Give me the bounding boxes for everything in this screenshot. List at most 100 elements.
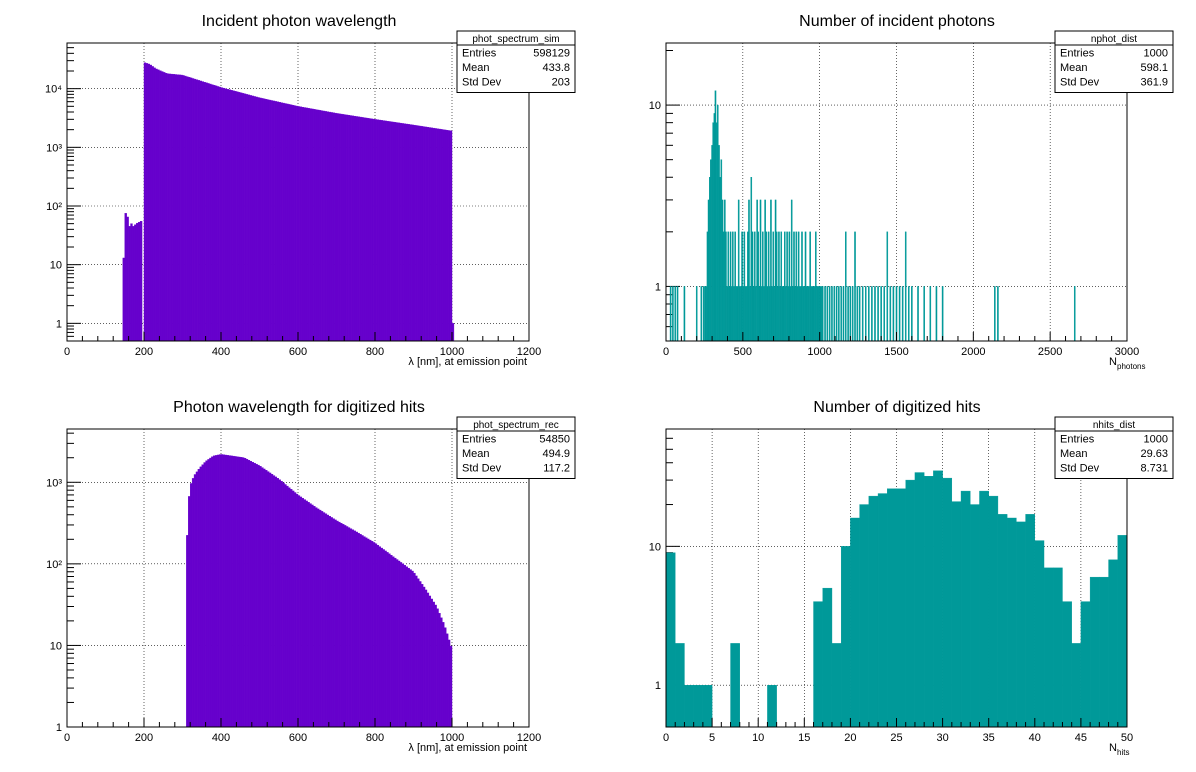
histogram-bar (357, 532, 360, 728)
stats-value: 433.8 (542, 62, 570, 74)
histogram-bar (824, 286, 826, 342)
histogram-bar (224, 454, 227, 728)
histogram-bar (849, 286, 852, 342)
histogram-bar (672, 286, 674, 342)
histogram-bar (702, 286, 705, 342)
histogram-bar (172, 74, 175, 342)
histogram-bar (130, 223, 133, 342)
histogram-bar (284, 103, 287, 342)
histogram-bar (766, 286, 769, 342)
histogram-bar (139, 221, 143, 342)
histogram-bar (440, 617, 443, 728)
histogram-bar (182, 75, 185, 342)
histogram-bar (421, 126, 424, 342)
stats-key: Mean (1060, 62, 1088, 74)
stats-value: 1000 (1144, 434, 1168, 446)
histogram-bar (757, 231, 759, 342)
histogram-bar (240, 457, 243, 728)
histogram-bar (988, 495, 999, 728)
histogram-bar (415, 575, 418, 728)
histogram-bar (700, 286, 703, 342)
histogram-bar (228, 89, 231, 342)
histogram-bar (347, 115, 351, 342)
histogram-bar (392, 556, 395, 728)
histogram-bar (305, 107, 308, 342)
histogram-bar (255, 96, 258, 342)
histogram-bar (864, 286, 867, 342)
x-tick-label: 40 (1029, 732, 1041, 744)
x-tick-label: 0 (64, 346, 70, 358)
histogram-bar (295, 105, 299, 342)
histogram-bar (750, 177, 753, 342)
histogram-bar (727, 231, 730, 342)
histogram-bar (415, 125, 418, 342)
histogram-bar (166, 73, 170, 342)
bars (186, 454, 453, 728)
histogram-bar (856, 286, 859, 342)
histogram-bar (211, 84, 214, 342)
histogram-bar (384, 120, 387, 342)
histogram-bar (877, 286, 879, 342)
histogram-bar (159, 70, 162, 342)
histogram-bar (241, 93, 245, 342)
histogram-bar (994, 286, 996, 342)
histogram-bar (407, 124, 410, 342)
histogram-bar (421, 584, 424, 728)
histogram-bar (734, 231, 736, 342)
histogram-bar (344, 114, 347, 342)
histogram-bar (725, 231, 727, 342)
histogram-bar (207, 459, 210, 728)
histogram-bar (892, 286, 895, 342)
stats-value: 598129 (533, 48, 570, 60)
histogram-bar (413, 124, 416, 342)
x-tick-label: 3000 (1115, 346, 1139, 358)
histogram-bar (411, 570, 414, 728)
histogram-bar (222, 454, 226, 728)
histogram-bar (215, 455, 218, 728)
stats-box: nphot_dist Entries 1000 Mean 598.1 Std Dev 361… (1054, 30, 1174, 93)
histogram-bar (170, 73, 174, 342)
histogram-bar (960, 490, 971, 728)
histogram-bar (195, 79, 199, 342)
histogram-bar (290, 104, 293, 342)
histogram-bar (355, 531, 358, 728)
histogram-bar (315, 109, 318, 342)
histogram-bar (803, 286, 806, 342)
histogram-bar (363, 117, 366, 342)
histogram-bar (883, 286, 885, 342)
histogram-bar (353, 115, 356, 342)
stats-value: 494.9 (542, 448, 570, 460)
histogram-bar (1016, 521, 1026, 728)
histogram-bar (850, 517, 860, 728)
histogram-bar (295, 493, 299, 728)
histogram-bar (226, 455, 229, 728)
histogram-bar (675, 643, 685, 728)
histogram-bar (345, 114, 349, 342)
histogram-bar (305, 500, 308, 728)
histogram-bar (132, 226, 135, 342)
histogram-bar (428, 127, 432, 342)
stats-key: Mean (462, 448, 490, 460)
histogram-bar (251, 461, 254, 728)
histogram-bar (322, 110, 326, 342)
histogram-bar (288, 104, 291, 342)
histogram-bar (209, 457, 212, 728)
histogram-bar (808, 286, 810, 342)
histogram-bar (826, 286, 829, 342)
histogram-bar (243, 458, 247, 728)
histogram-bar (813, 601, 823, 728)
histogram-bar (288, 487, 291, 728)
histogram-bar (367, 118, 370, 342)
histogram-bar (124, 213, 127, 342)
histogram-bar (868, 286, 870, 342)
histogram-bar (209, 83, 212, 342)
histogram-bar (736, 286, 739, 342)
x-tick-label: 400 (212, 732, 230, 744)
histogram-bar (293, 105, 297, 342)
histogram-bar (382, 120, 385, 342)
histogram-bar (234, 456, 237, 728)
histogram-bar (970, 504, 980, 728)
histogram-bar (684, 685, 694, 728)
histogram-bar (345, 526, 349, 728)
histogram-bar (397, 122, 401, 342)
